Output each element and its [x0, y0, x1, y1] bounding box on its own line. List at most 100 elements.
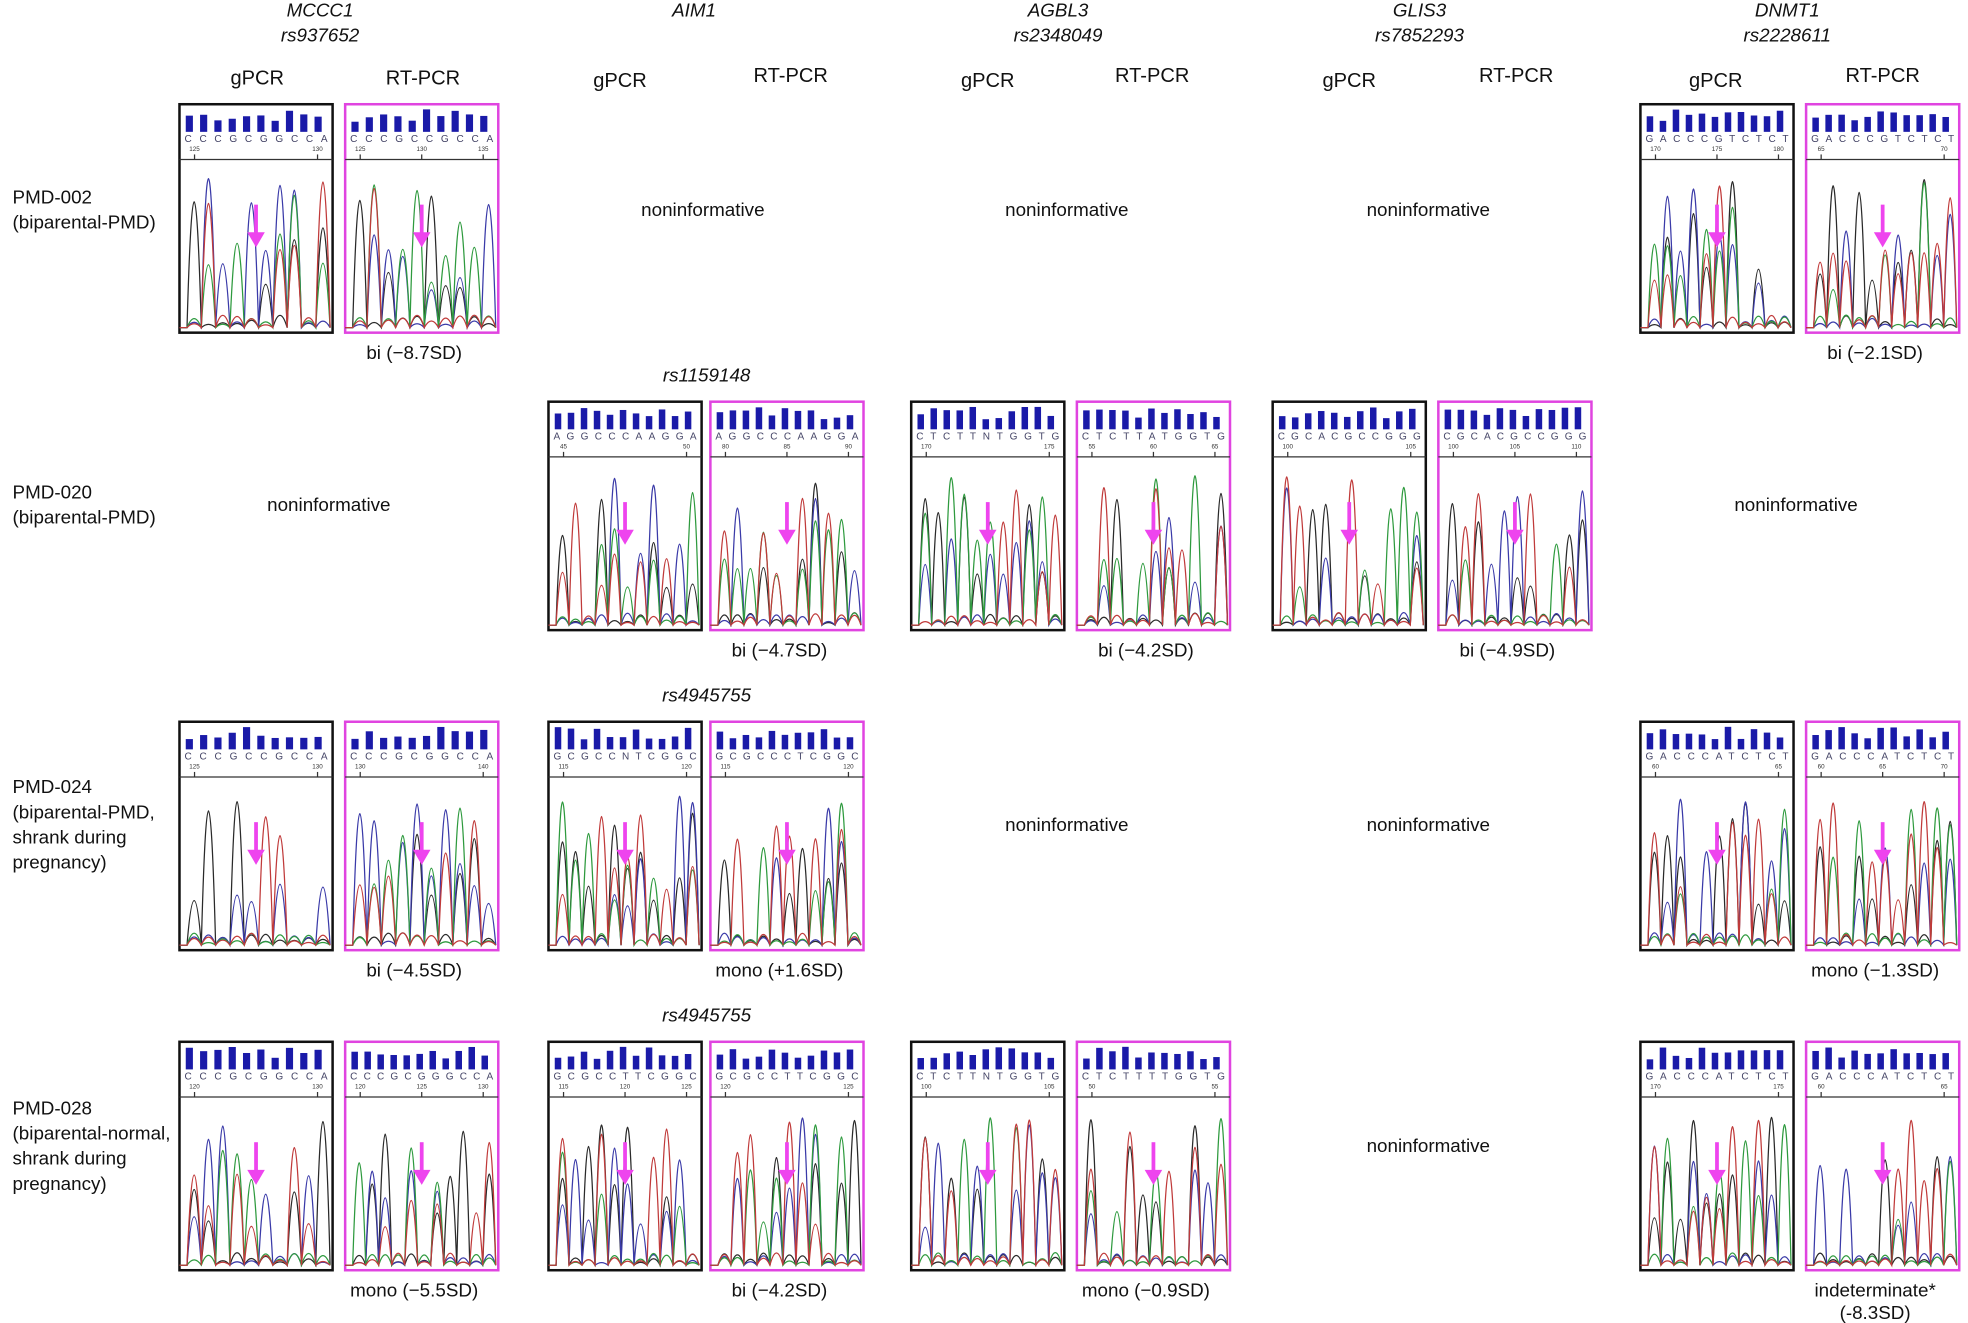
snp-id: rs2228611: [1744, 24, 1832, 45]
quality-bar: [1877, 727, 1884, 750]
quality-bar: [465, 114, 474, 132]
quality-bar: [380, 737, 388, 750]
arrow-head: [412, 1169, 431, 1185]
status: noninformative: [1367, 814, 1490, 835]
result: bi (−8.7SD): [366, 342, 462, 363]
quality-bar: [1135, 417, 1142, 430]
quality-bar: [1838, 114, 1845, 132]
sample-description: (biparental-PMD): [13, 506, 156, 527]
sample-id: PMD-028: [13, 1098, 92, 1119]
quality-bar: [468, 1046, 475, 1070]
quality-bar: [271, 737, 279, 750]
quality-bar: [214, 120, 222, 132]
quality-bar: [1304, 413, 1312, 430]
position-label: 55: [1088, 444, 1095, 451]
quality-bar: [645, 416, 653, 430]
trace: [1076, 1131, 1229, 1268]
quality-bar: [567, 1056, 575, 1070]
result: bi (−4.7SD): [732, 639, 828, 660]
quality-bar: [1213, 416, 1220, 430]
quality-bar: [768, 1049, 776, 1070]
arrow-head: [778, 529, 796, 545]
quality-bar: [1148, 408, 1155, 430]
result: bi (−4.2SD): [732, 1280, 828, 1301]
quality-bar: [1942, 731, 1949, 750]
quality-bar: [781, 408, 789, 430]
quality-bar: [1724, 726, 1732, 750]
quality-bar: [1851, 733, 1858, 750]
quality-bar: [351, 738, 359, 750]
result: mono (−5.5SD): [350, 1280, 478, 1301]
quality-bar: [1929, 114, 1936, 132]
quality-bar: [1135, 1057, 1142, 1070]
rtpcr-header: RT-PCR: [1115, 65, 1189, 87]
quality-bar: [1047, 415, 1055, 430]
quality-bar: [1685, 114, 1693, 132]
quality-bar: [455, 1050, 462, 1070]
quality-bar: [995, 1047, 1003, 1070]
position-label: 120: [681, 764, 692, 771]
quality-bar: [300, 737, 308, 750]
position-label: 120: [843, 764, 854, 771]
quality-bar: [314, 736, 322, 750]
snp-id: rs4945755: [662, 685, 751, 706]
quality-bar: [451, 110, 459, 132]
position-label: 105: [1044, 1084, 1055, 1091]
quality-bar: [1776, 1050, 1784, 1070]
quality-bar: [554, 1057, 562, 1070]
gpcr-header: gPCR: [231, 67, 285, 89]
quality-bar: [794, 1057, 802, 1070]
position-label: 180: [1773, 146, 1784, 153]
quality-bar: [1698, 1047, 1706, 1070]
arrow-head: [1708, 849, 1726, 865]
sample-description: shrank during: [13, 826, 127, 847]
gene-name: AGBL3: [1027, 0, 1089, 20]
quality-bar: [1672, 1055, 1680, 1070]
quality-bar: [1109, 1051, 1116, 1070]
quality-bar: [257, 1049, 265, 1070]
quality-bar: [742, 410, 750, 430]
quality-bar: [1916, 115, 1923, 132]
quality-bar: [1890, 1049, 1897, 1070]
position-label: 130: [355, 764, 366, 771]
arrow-head: [978, 1169, 997, 1185]
quality-bar: [1942, 1053, 1949, 1070]
result: bi (−4.5SD): [366, 959, 462, 980]
quality-bar: [1574, 407, 1582, 430]
quality-bar: [1916, 1052, 1923, 1070]
quality-bar: [1161, 1052, 1168, 1070]
status: noninformative: [1367, 1135, 1490, 1156]
trace: [1806, 197, 1958, 330]
sample-description: pregnancy): [13, 852, 107, 873]
quality-bar: [1200, 412, 1207, 430]
position-label: 55: [1211, 1084, 1218, 1091]
position-label: 45: [560, 444, 567, 451]
quality-bar: [781, 1052, 789, 1070]
trace: [1806, 800, 1958, 948]
trace: [710, 1119, 862, 1268]
position-label: 60: [1818, 1084, 1825, 1091]
quality-bar: [1838, 727, 1845, 750]
quality-bar: [451, 731, 459, 750]
quality-bar: [768, 415, 776, 430]
position-label: 65: [1941, 1084, 1948, 1091]
quality-bar: [1200, 1059, 1207, 1070]
trace: [1640, 802, 1792, 948]
position-label: 65: [1211, 444, 1218, 451]
quality-bar: [671, 736, 679, 750]
quality-bar: [1383, 418, 1390, 430]
result: bi (−4.2SD): [1098, 639, 1194, 660]
quality-bar: [716, 412, 724, 430]
position-label: 105: [1510, 444, 1521, 451]
quality-bar: [1750, 1050, 1758, 1070]
quality-bar: [257, 735, 265, 750]
quality-bar: [807, 732, 815, 750]
quality-bar: [768, 730, 776, 750]
snp-id: rs4945755: [662, 1005, 751, 1026]
